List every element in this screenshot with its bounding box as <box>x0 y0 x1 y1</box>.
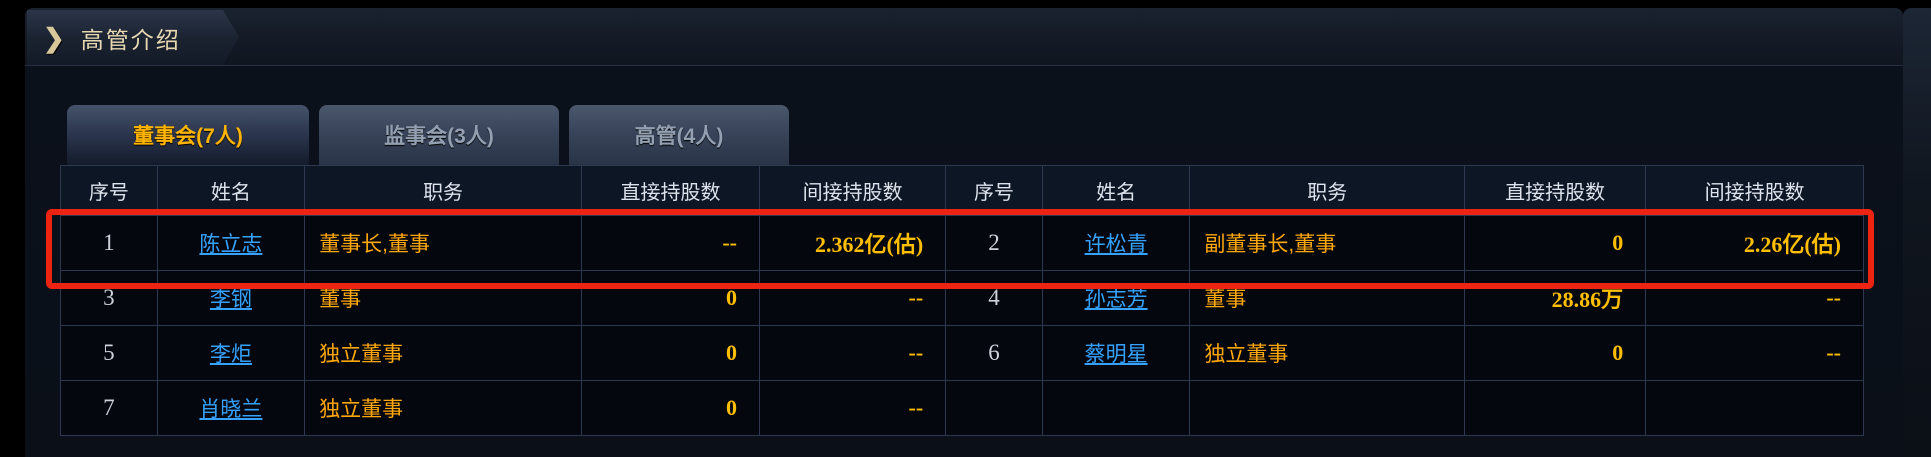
direct-shares-cell: 0 <box>580 270 760 326</box>
seq-cell: 7 <box>60 380 158 436</box>
tab-board-of-directors[interactable]: 董事会(7人) <box>67 105 309 165</box>
indirect-shares-cell: -- <box>1645 270 1864 326</box>
position-cell: 独立董事 <box>304 325 582 381</box>
position-cell: 副董事长,董事 <box>1189 215 1466 271</box>
name-cell: 李炬 <box>156 325 306 381</box>
col-header-name: 姓名 <box>1041 165 1191 216</box>
col-header-indirect-shares: 间接持股数 <box>1645 165 1864 216</box>
seq-cell: 5 <box>60 325 158 381</box>
executive-name-link[interactable]: 李钢 <box>209 288 252 311</box>
seq-cell <box>945 380 1043 436</box>
tab-supervisory-board[interactable]: 监事会(3人) <box>319 105 559 165</box>
executive-name-link[interactable]: 孙志芳 <box>1084 288 1148 311</box>
executives-panel: ❯ 高管介绍 董事会(7人) 监事会(3人) 高管(4人) 序号 <box>25 8 1903 457</box>
table-row: 1 陈立志 董事长,董事 -- 2.362亿(估) 2 许松青 副董事长,董事 … <box>60 215 1864 271</box>
col-header-direct-shares: 直接持股数 <box>580 165 760 216</box>
name-cell: 陈立志 <box>156 215 306 271</box>
col-header-seq: 序号 <box>60 165 158 216</box>
tab-executives[interactable]: 高管(4人) <box>569 105 789 165</box>
direct-shares-cell: 28.86万 <box>1464 270 1647 326</box>
seq-cell: 3 <box>60 270 158 326</box>
col-header-name: 姓名 <box>156 165 306 216</box>
table-header-row: 序号 姓名 职务 直接持股数 间接持股数 序号 姓名 职务 直接持股数 间接持股… <box>60 165 1864 216</box>
direct-shares-cell <box>1464 380 1647 436</box>
col-header-indirect-shares: 间接持股数 <box>758 165 947 216</box>
name-cell: 许松青 <box>1041 215 1191 271</box>
group-tabs: 董事会(7人) 监事会(3人) 高管(4人) <box>67 105 789 165</box>
indirect-shares-cell: -- <box>758 380 947 436</box>
indirect-shares-cell: 2.362亿(估) <box>758 215 947 271</box>
col-header-position: 职务 <box>304 165 582 216</box>
position-cell: 董事长,董事 <box>304 215 582 271</box>
direct-shares-cell: -- <box>580 215 760 271</box>
right-panel-edge <box>1903 8 1931 457</box>
name-cell: 蔡明星 <box>1041 325 1191 381</box>
direct-shares-cell: 0 <box>1464 215 1647 271</box>
direct-shares-cell: 0 <box>580 325 760 381</box>
seq-cell: 2 <box>945 215 1043 271</box>
position-cell <box>1189 380 1466 436</box>
name-cell <box>1041 380 1191 436</box>
indirect-shares-cell <box>1645 380 1864 436</box>
executives-table: 序号 姓名 职务 直接持股数 间接持股数 序号 姓名 职务 直接持股数 间接持股… <box>60 165 1864 436</box>
name-cell: 李钢 <box>156 270 306 326</box>
col-header-seq: 序号 <box>945 165 1043 216</box>
indirect-shares-cell: -- <box>758 270 947 326</box>
indirect-shares-cell: -- <box>1645 325 1864 381</box>
table-row: 5 李炬 独立董事 0 -- 6 蔡明星 独立董事 0 -- <box>60 325 1864 381</box>
direct-shares-cell: 0 <box>580 380 760 436</box>
position-cell: 董事 <box>304 270 582 326</box>
name-cell: 肖晓兰 <box>156 380 306 436</box>
position-cell: 独立董事 <box>304 380 582 436</box>
table-row: 3 李钢 董事 0 -- 4 孙志芳 董事 28.86万 -- <box>60 270 1864 326</box>
name-cell: 孙志芳 <box>1041 270 1191 326</box>
executive-name-link[interactable]: 蔡明星 <box>1084 343 1148 366</box>
direct-shares-cell: 0 <box>1464 325 1647 381</box>
executive-name-link[interactable]: 李炬 <box>209 343 252 366</box>
panel-title-bar: ❯ 高管介绍 <box>25 8 1903 66</box>
col-header-position: 职务 <box>1189 165 1466 216</box>
executive-name-link[interactable]: 许松青 <box>1084 233 1148 256</box>
panel-title: 高管介绍 <box>80 26 181 53</box>
seq-cell: 6 <box>945 325 1043 381</box>
chevron-right-icon: ❯ <box>43 22 65 53</box>
seq-cell: 1 <box>60 215 158 271</box>
table-row: 7 肖晓兰 独立董事 0 -- <box>60 380 1864 436</box>
indirect-shares-cell: 2.26亿(估) <box>1645 215 1864 271</box>
position-cell: 独立董事 <box>1189 325 1466 381</box>
position-cell: 董事 <box>1189 270 1466 326</box>
executive-name-link[interactable]: 肖晓兰 <box>199 398 263 421</box>
col-header-direct-shares: 直接持股数 <box>1464 165 1647 216</box>
executive-name-link[interactable]: 陈立志 <box>199 233 263 256</box>
indirect-shares-cell: -- <box>758 325 947 381</box>
seq-cell: 4 <box>945 270 1043 326</box>
panel-title-tab[interactable]: ❯ 高管介绍 <box>27 10 239 65</box>
